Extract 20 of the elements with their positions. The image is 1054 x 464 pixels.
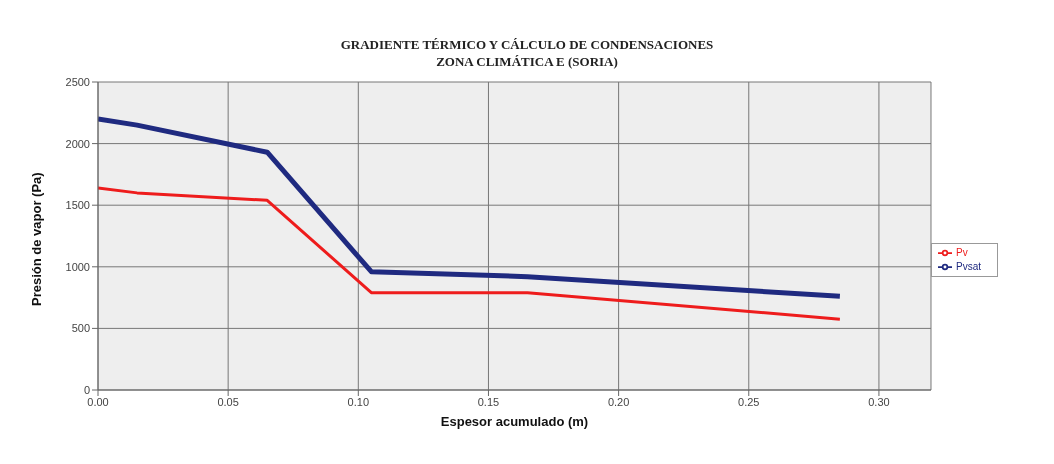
y-axis-title: Presión de vapor (Pa) [28,172,44,306]
x-tick-label: 0.10 [347,395,370,408]
x-tick-label: 0.00 [87,395,109,408]
y-tick-label: 2000 [65,137,90,150]
y-tick-label: 0 [83,383,90,396]
y-tick-label: 500 [71,322,90,335]
chart-subtitle: ZONA CLIMÁTICA E (SORIA) [435,53,619,70]
y-tick-label: 1500 [65,199,90,212]
y-tick-label: 2500 [65,75,90,88]
legend-label: Pv [955,246,968,258]
y-tick-label: 1000 [65,260,90,273]
line-series [98,186,842,321]
x-axis-title: Espesor acumulado (m) [440,414,589,429]
x-tick-label: 0.05 [217,395,239,408]
legend-label: Pvsat [955,260,981,272]
x-tick-label: 0.15 [477,395,500,408]
x-tick-label: 0.25 [738,395,760,408]
chart-title: GRADIENTE TÉRMICO Y CÁLCULO DE CONDENSACIONES [339,36,715,53]
x-tick-label: 0.20 [607,395,630,408]
x-tick-label: 0.30 [868,395,890,408]
